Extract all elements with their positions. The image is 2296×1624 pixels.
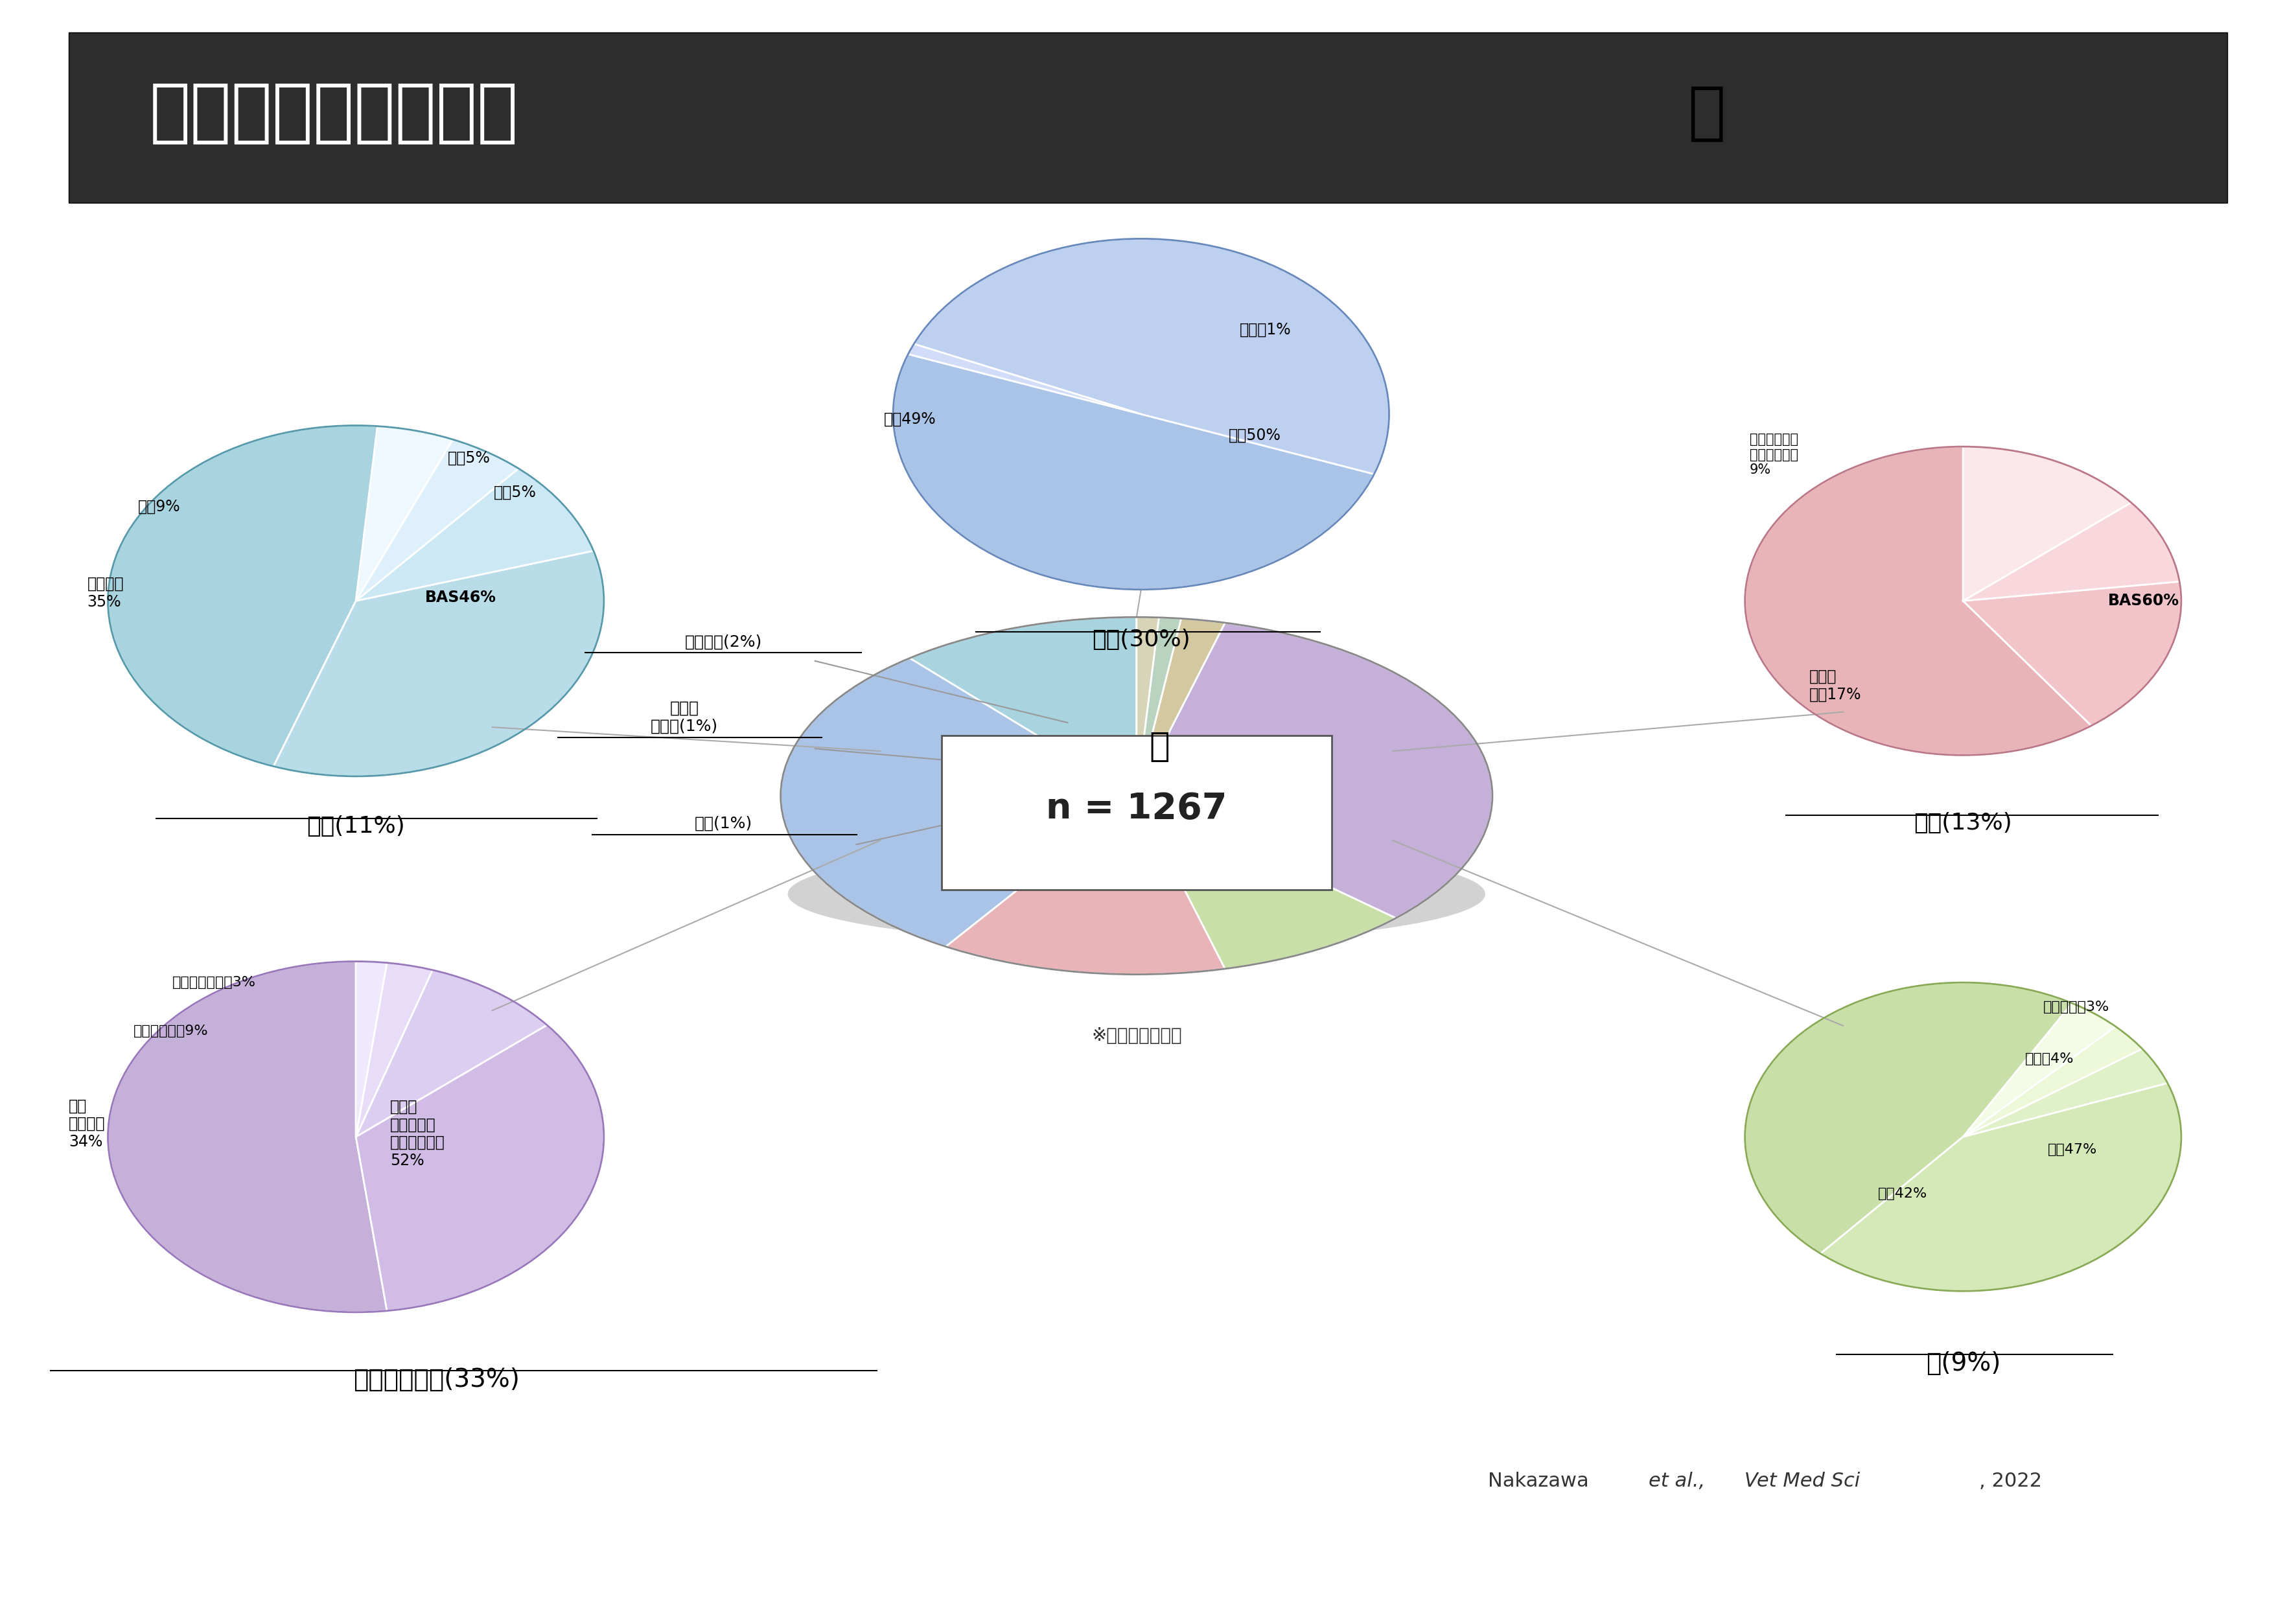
Text: ミネラル化3%: ミネラル化3% — [2043, 1000, 2110, 1013]
Text: BAS46%: BAS46% — [425, 590, 496, 606]
Text: 腫瘍47%: 腫瘍47% — [2048, 1143, 2099, 1156]
Text: 炎症5%: 炎症5% — [448, 450, 491, 466]
Text: 肺炎42%: 肺炎42% — [1878, 1187, 1929, 1200]
Text: 🐕: 🐕 — [1688, 83, 1724, 145]
Text: 伝染性気管支炎3%: 伝染性気管支炎3% — [172, 976, 255, 989]
Polygon shape — [356, 468, 592, 601]
Polygon shape — [356, 961, 388, 1137]
Text: 虚脱9%: 虚脱9% — [138, 499, 181, 515]
Polygon shape — [1745, 447, 2092, 755]
Polygon shape — [356, 440, 519, 601]
Polygon shape — [1137, 796, 1396, 970]
Ellipse shape — [788, 844, 1486, 944]
Polygon shape — [356, 970, 546, 1137]
Polygon shape — [1963, 502, 2179, 601]
Polygon shape — [1963, 1004, 2115, 1137]
Text: 腫瘍5%: 腫瘍5% — [494, 484, 537, 500]
Polygon shape — [1137, 622, 1492, 918]
Polygon shape — [1137, 619, 1226, 796]
Text: 慢性
気管支炎
34%: 慢性 気管支炎 34% — [69, 1098, 106, 1150]
Text: 原因不明(2%): 原因不明(2%) — [684, 633, 762, 650]
Text: ※重複疾患を含む: ※重複疾患を含む — [1091, 1026, 1182, 1044]
Text: 気管・
気管支虚脱
気管支軟化症
52%: 気管・ 気管支虚脱 気管支軟化症 52% — [390, 1099, 445, 1168]
Polygon shape — [1137, 617, 1159, 796]
Text: 肺気腫4%: 肺気腫4% — [2025, 1052, 2073, 1065]
Polygon shape — [1821, 1083, 2181, 1291]
Text: 肺(9%): 肺(9%) — [1926, 1351, 2000, 1376]
Polygon shape — [893, 354, 1373, 590]
Polygon shape — [914, 239, 1389, 474]
Text: 気管・気管支(33%): 気管・気管支(33%) — [354, 1367, 519, 1392]
Polygon shape — [356, 963, 432, 1137]
Text: 喉頭麻痺
35%: 喉頭麻痺 35% — [87, 577, 124, 609]
Polygon shape — [1137, 617, 1180, 796]
Text: , 2022: , 2022 — [1979, 1471, 2041, 1491]
Polygon shape — [273, 551, 604, 776]
Text: Nakazawa: Nakazawa — [1488, 1471, 1596, 1491]
Text: 非病的吸気性
呼吸困難発作
9%: 非病的吸気性 呼吸困難発作 9% — [1750, 434, 1798, 476]
Text: 鼻炎50%: 鼻炎50% — [1228, 427, 1281, 443]
Polygon shape — [1963, 447, 2131, 601]
FancyBboxPatch shape — [941, 736, 1332, 890]
Polygon shape — [909, 617, 1137, 796]
Text: 鼻腔(30%): 鼻腔(30%) — [1093, 628, 1189, 651]
Text: 気管支拡張症9%: 気管支拡張症9% — [133, 1025, 209, 1038]
Text: n = 1267: n = 1267 — [1047, 791, 1226, 827]
Text: その他
胸腔内(1%): その他 胸腔内(1%) — [650, 700, 719, 734]
Text: Vet Med Sci: Vet Med Sci — [1738, 1471, 1860, 1491]
Polygon shape — [356, 1025, 604, 1311]
Text: 🐕: 🐕 — [1150, 729, 1169, 763]
Polygon shape — [1963, 581, 2181, 726]
Polygon shape — [1963, 1049, 2167, 1137]
Text: 咽頭(13%): 咽頭(13%) — [1915, 812, 2011, 835]
Text: et al.,: et al., — [1649, 1471, 1706, 1491]
Polygon shape — [1745, 983, 2071, 1254]
FancyBboxPatch shape — [69, 32, 2227, 203]
Polygon shape — [781, 658, 1137, 947]
Text: 縦隔(1%): 縦隔(1%) — [693, 815, 753, 831]
Polygon shape — [909, 344, 1141, 414]
Polygon shape — [356, 425, 452, 601]
Polygon shape — [1963, 1026, 2142, 1137]
Polygon shape — [946, 796, 1226, 974]
Text: 腫瘍49%: 腫瘍49% — [884, 411, 937, 427]
Text: その他1%: その他1% — [1240, 322, 1290, 338]
Text: 喉頭(11%): 喉頭(11%) — [308, 815, 404, 838]
Text: 犬の呼吸器疾患内訳: 犬の呼吸器疾患内訳 — [149, 81, 519, 146]
Text: BAS60%: BAS60% — [2108, 593, 2179, 609]
Polygon shape — [108, 425, 377, 767]
Polygon shape — [108, 961, 388, 1312]
Text: 軟口蓋
過長17%: 軟口蓋 過長17% — [1809, 669, 1862, 702]
